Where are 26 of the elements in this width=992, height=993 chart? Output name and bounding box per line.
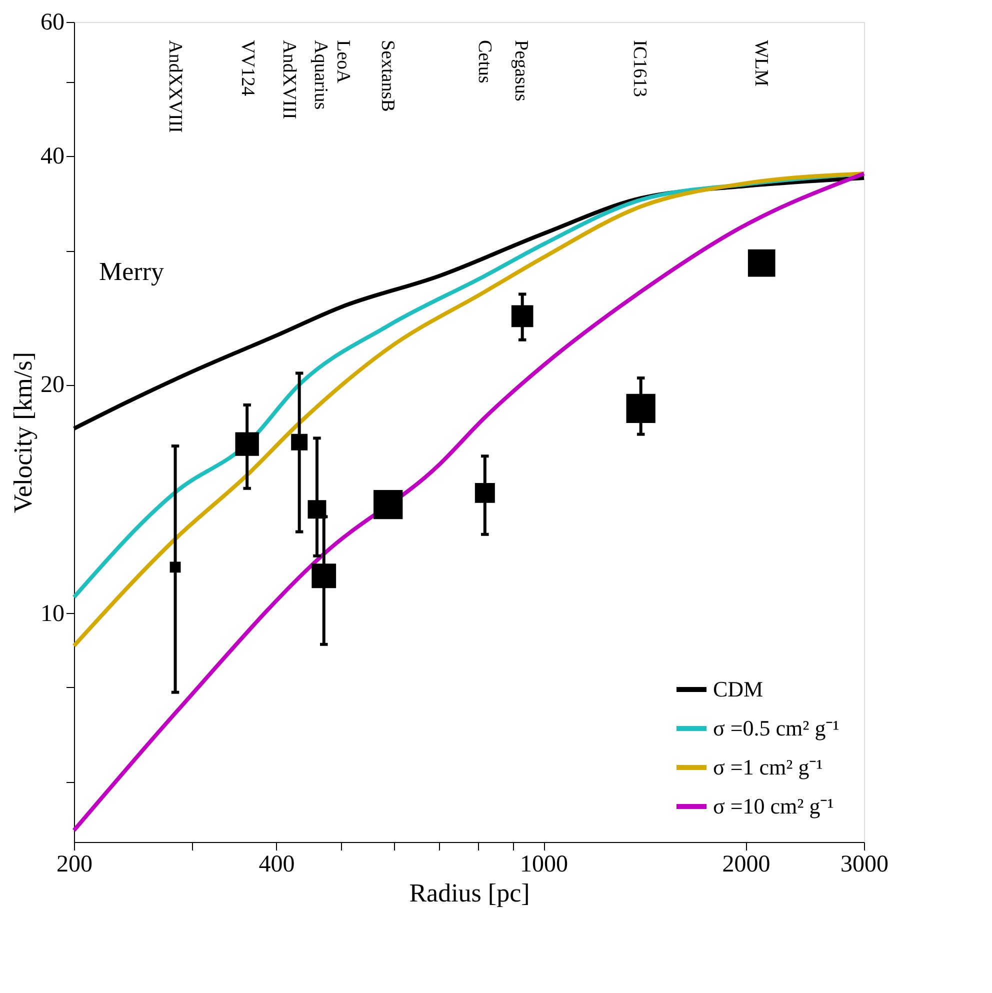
annotation: AndXVIII	[278, 40, 300, 120]
x-tick-label: 3000	[840, 852, 888, 878]
x-axis-title: Radius [pc]	[409, 878, 530, 908]
y-tick-label: 40	[40, 143, 64, 170]
annotation: SextansB	[377, 40, 398, 112]
annotation: Pegasus	[510, 40, 532, 102]
x-tick-label: 200	[56, 852, 92, 878]
x-tick-label: 400	[258, 852, 295, 878]
annotation: IC1613	[628, 40, 650, 97]
legend-label: σ =1 cm² g⁻¹	[713, 754, 823, 780]
annotation: WLM	[750, 40, 772, 87]
annotation: VV124	[236, 40, 258, 96]
legend-label: σ =10 cm² g⁻¹	[713, 794, 834, 818]
x-tick-label: 1000	[520, 852, 568, 878]
legend-label: CDM	[713, 676, 764, 702]
y-axis-title: Velocity [km/s]	[8, 352, 38, 514]
y-tick-label: 20	[40, 372, 64, 398]
annotation: Aquarius	[310, 40, 331, 110]
annotation: LeoA	[332, 40, 354, 84]
annotation: Cetus	[474, 40, 495, 84]
x-tick-label: 2000	[722, 852, 770, 878]
annotation: AndXXVIII	[164, 40, 186, 133]
annotation: Merry	[99, 257, 164, 286]
y-tick-label: 60	[40, 10, 64, 36]
legend-label: σ =0.5 cm² g⁻¹	[713, 716, 840, 740]
y-tick-label: 10	[40, 600, 64, 627]
